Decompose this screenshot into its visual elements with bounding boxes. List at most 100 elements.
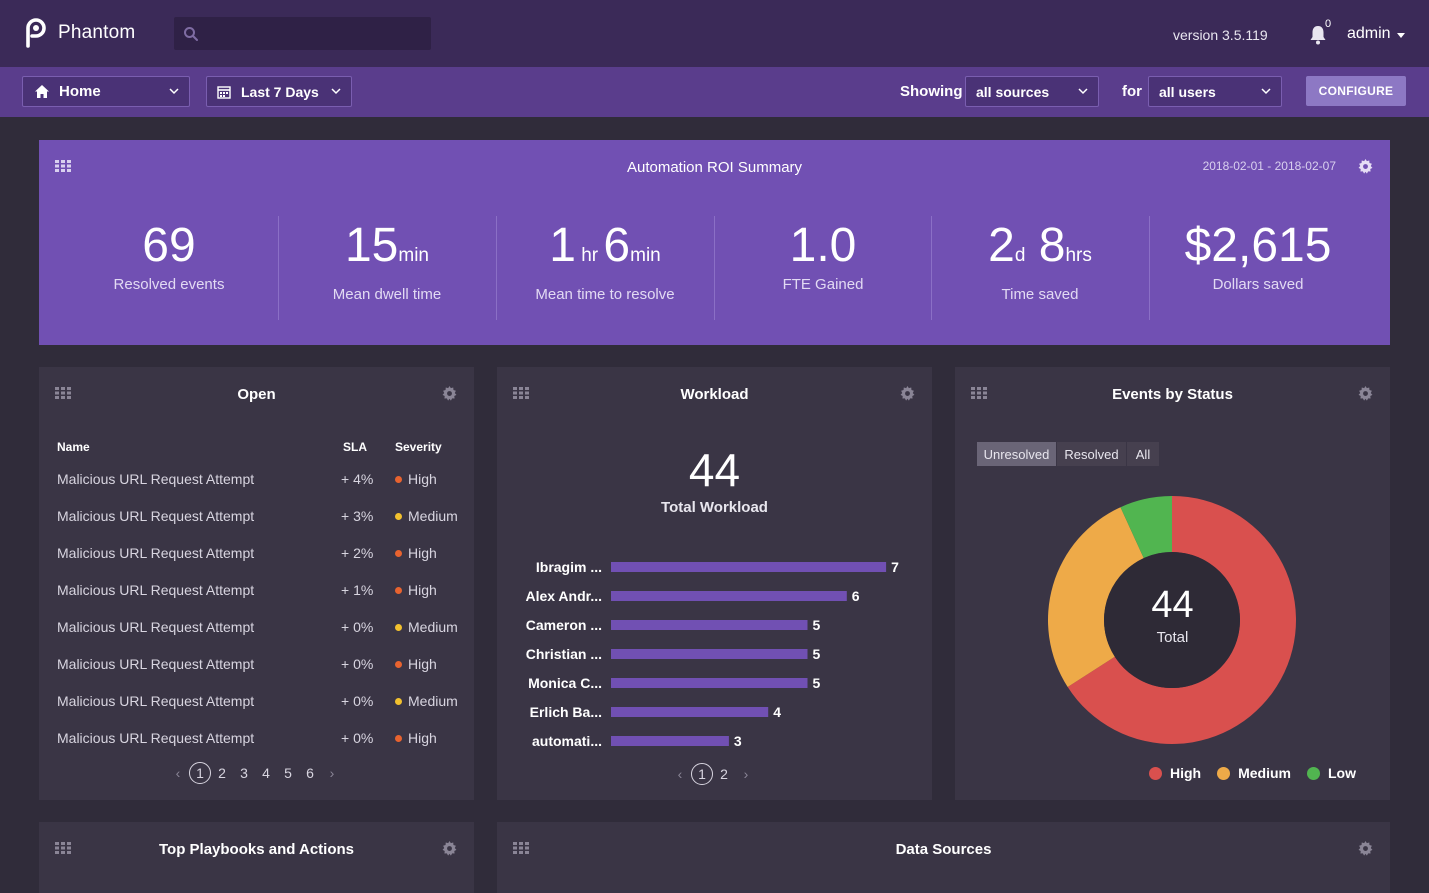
divider (931, 216, 932, 320)
gear-icon[interactable] (1358, 159, 1373, 174)
bell-icon[interactable] (1309, 25, 1327, 45)
drag-grip-icon[interactable] (971, 387, 987, 399)
bar-category-label: Alex Andr... (525, 588, 602, 604)
drag-grip-icon[interactable] (513, 387, 529, 399)
column-header-severity[interactable]: Severity (395, 440, 442, 454)
page-1[interactable]: 1 (189, 762, 211, 784)
page-2[interactable]: 2 (218, 765, 226, 781)
metric-label: Mean dwell time (332, 286, 442, 303)
chevron-down-icon (1078, 88, 1088, 95)
table-row[interactable]: Malicious URL Request Attempt + 0% High (39, 730, 474, 767)
table-row[interactable]: Malicious URL Request Attempt + 1% High (39, 582, 474, 619)
for-label: for (1122, 83, 1142, 100)
home-label: Home (59, 83, 101, 100)
bar-value-label: 6 (852, 588, 860, 604)
page-4[interactable]: 4 (262, 765, 270, 781)
chevron-right-icon[interactable]: › (743, 766, 749, 782)
metric-value: 1.0 (789, 219, 857, 272)
drag-grip-icon[interactable] (55, 160, 71, 172)
chevron-left-icon[interactable]: ‹ (175, 765, 181, 781)
donut-slice-high[interactable] (1067, 496, 1296, 744)
users-select[interactable]: all users (1148, 76, 1282, 107)
gear-icon[interactable] (1358, 386, 1373, 401)
divider (278, 216, 279, 320)
card-title: Top Playbooks and Actions (158, 841, 355, 858)
table-row[interactable]: Malicious URL Request Attempt + 2% High (39, 545, 474, 582)
severity-label: High (408, 730, 437, 746)
chevron-left-icon[interactable]: ‹ (677, 766, 683, 782)
table-row[interactable]: Malicious URL Request Attempt + 4% High (39, 471, 474, 508)
event-name[interactable]: Malicious URL Request Attempt (57, 619, 255, 635)
drag-grip-icon[interactable] (513, 842, 529, 854)
severity-cell: High (395, 582, 437, 598)
bar-value-label: 3 (734, 733, 742, 749)
workload-bar[interactable] (611, 707, 769, 717)
event-name[interactable]: Malicious URL Request Attempt (57, 545, 255, 561)
workload-bar[interactable] (611, 736, 729, 746)
user-name: admin (1347, 25, 1391, 42)
workload-bar[interactable] (611, 649, 808, 659)
sla-value: + 0% (341, 619, 374, 635)
table-row[interactable]: Malicious URL Request Attempt + 0% High (39, 656, 474, 693)
gear-icon[interactable] (1358, 841, 1373, 856)
legend-medium[interactable]: Medium (1238, 765, 1291, 781)
column-header-sla[interactable]: SLA (343, 440, 367, 454)
page-3[interactable]: 3 (240, 765, 248, 781)
column-header-name[interactable]: Name (57, 440, 90, 454)
date-range-label: Last 7 Days (241, 83, 319, 100)
page-1[interactable]: 1 (691, 763, 713, 785)
workload-bar[interactable] (611, 562, 887, 572)
table-row[interactable]: Malicious URL Request Attempt + 0% Medium (39, 693, 474, 730)
workload-bar[interactable] (611, 678, 808, 688)
chevron-right-icon[interactable]: › (329, 765, 335, 781)
severity-dot-icon (395, 512, 402, 520)
severity-dot-icon (395, 660, 402, 668)
gear-icon[interactable] (900, 386, 915, 401)
event-name[interactable]: Malicious URL Request Attempt (57, 656, 255, 672)
donut-slice-low[interactable] (1120, 496, 1172, 559)
caret-down-icon (1396, 32, 1405, 38)
tab-all[interactable]: All (1127, 442, 1159, 466)
legend-high[interactable]: High (1170, 765, 1202, 781)
calendar-icon (217, 85, 231, 99)
table-row[interactable]: Malicious URL Request Attempt + 3% Medium (39, 508, 474, 545)
bar-category-label: Cameron ... (526, 617, 602, 633)
donut-total-label: Total (1156, 629, 1189, 646)
event-name[interactable]: Malicious URL Request Attempt (57, 730, 255, 746)
severity-label: Medium (408, 619, 458, 635)
search-input[interactable] (174, 17, 431, 50)
tab-resolved[interactable]: Resolved (1057, 442, 1126, 466)
bar-category-label: Erlich Ba... (530, 704, 602, 720)
drag-grip-icon[interactable] (55, 842, 71, 854)
page-5[interactable]: 5 (284, 765, 292, 781)
configure-button[interactable]: CONFIGURE (1306, 76, 1406, 106)
tab-unresolved[interactable]: Unresolved (977, 442, 1056, 466)
page-6[interactable]: 6 (306, 765, 314, 781)
source-select[interactable]: all sources (965, 76, 1099, 107)
event-name[interactable]: Malicious URL Request Attempt (57, 582, 255, 598)
page-2[interactable]: 2 (720, 766, 728, 782)
open-pagination: ‹ 1 2 3 4 5 6 › (167, 762, 343, 784)
workload-bar[interactable] (611, 591, 847, 601)
roi-date-range: 2018-02-01 - 2018-02-07 (1202, 159, 1336, 173)
donut-slice-medium[interactable] (1048, 507, 1144, 688)
home-dropdown[interactable]: Home (22, 76, 190, 107)
phantom-logo[interactable]: Phantom (22, 18, 135, 48)
bar-value-label: 5 (813, 646, 821, 662)
event-name[interactable]: Malicious URL Request Attempt (57, 693, 255, 709)
metric-value: $2,615 (1184, 219, 1332, 272)
gear-icon[interactable] (442, 841, 457, 856)
legend-low[interactable]: Low (1328, 765, 1356, 781)
table-row[interactable]: Malicious URL Request Attempt + 0% Medium (39, 619, 474, 656)
drag-grip-icon[interactable] (55, 387, 71, 399)
home-icon (35, 85, 49, 98)
gear-icon[interactable] (442, 386, 457, 401)
user-menu[interactable]: admin (1347, 25, 1405, 43)
total-workload-value: 44 (688, 444, 741, 496)
event-name[interactable]: Malicious URL Request Attempt (57, 471, 255, 487)
workload-bar[interactable] (611, 620, 808, 630)
event-name[interactable]: Malicious URL Request Attempt (57, 508, 255, 524)
status-donut-chart (1048, 496, 1296, 744)
metric-fte-gained: 1.0 FTE Gained (714, 216, 932, 293)
date-range-dropdown[interactable]: Last 7 Days (206, 76, 352, 107)
